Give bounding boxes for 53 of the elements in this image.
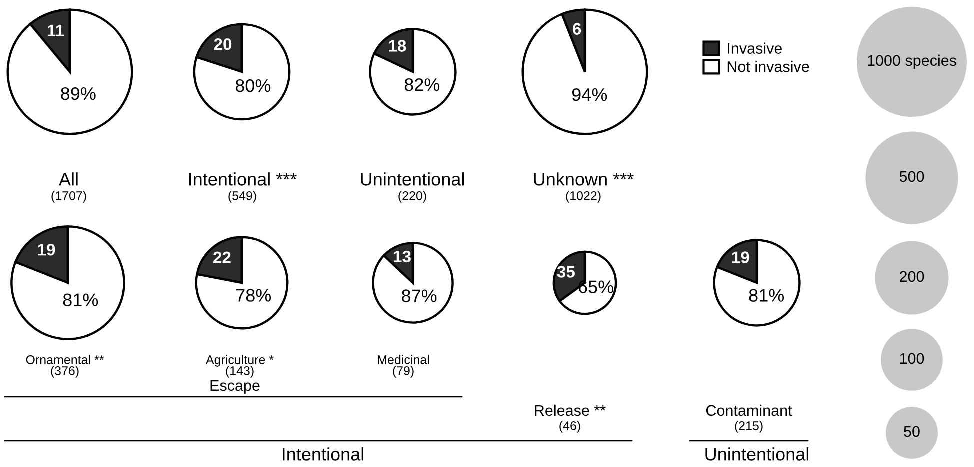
data-label: 500 <box>900 171 924 182</box>
data-label: 19 <box>38 244 56 256</box>
text: (220) <box>398 191 426 203</box>
pie-slice <box>6 8 134 136</box>
text: (215) <box>735 421 763 433</box>
legend-label: Not invasive <box>728 61 810 72</box>
text: Unintentional <box>361 172 464 186</box>
data-label: 20 <box>214 38 232 50</box>
text: Intentional *** <box>189 172 297 186</box>
pie-slice <box>372 242 454 324</box>
pie-slice <box>195 236 289 330</box>
text: (549) <box>228 191 256 203</box>
data-label: 200 <box>900 271 924 282</box>
pie-slice <box>713 239 801 327</box>
data-label: 80% <box>236 79 271 92</box>
text: (143) <box>226 366 254 378</box>
text: (1022) <box>566 191 601 203</box>
text: All <box>59 172 78 186</box>
data-label: 35 <box>557 266 575 278</box>
data-label: 50 <box>904 426 920 438</box>
text: Ornamental ** <box>26 355 104 364</box>
text: (46) <box>560 421 580 433</box>
data-label: 81% <box>63 294 98 306</box>
pie-slice <box>193 23 291 121</box>
text: (1707) <box>52 191 86 203</box>
text: Unintentional <box>706 448 808 461</box>
data-label: 18 <box>389 40 406 52</box>
data-label: 78% <box>236 289 272 302</box>
data-label: 11 <box>48 25 64 37</box>
data-label: 22 <box>214 252 231 264</box>
text: (376) <box>51 366 79 378</box>
legend-label: Invasive <box>728 42 782 54</box>
data-label: 1000 species <box>868 54 956 70</box>
data-label: 13 <box>394 250 411 263</box>
pie-slice <box>522 8 648 136</box>
text: Intentional <box>283 448 364 461</box>
data-label: 89% <box>61 87 96 100</box>
pie-slice <box>10 226 126 340</box>
text: Release ** <box>535 404 606 416</box>
data-label: 81% <box>749 289 784 302</box>
pie-slice <box>369 28 457 116</box>
text: Medicinal <box>378 355 430 364</box>
data-label: 94% <box>572 88 608 102</box>
text: Escape <box>210 380 260 394</box>
data-label: 6 <box>573 23 582 35</box>
data-label: 82% <box>404 78 440 92</box>
data-label: 19 <box>732 252 750 264</box>
text: Unknown *** <box>534 172 634 186</box>
text: Contaminant <box>706 404 792 416</box>
text: Agriculture * <box>206 355 274 367</box>
data-label: 87% <box>402 290 437 302</box>
text: (79) <box>393 366 414 378</box>
data-label: 100 <box>900 353 924 364</box>
